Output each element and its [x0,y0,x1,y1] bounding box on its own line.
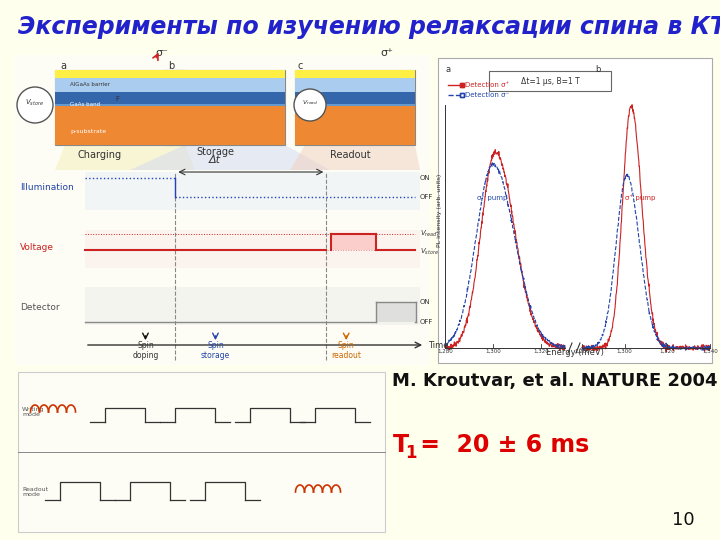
Bar [55,70,185,80]
Text: F: F [115,96,119,102]
Text: GaAs band: GaAs band [70,102,100,106]
Text: $V_{store}$: $V_{store}$ [25,98,45,108]
Text: AlGaAs barrier: AlGaAs barrier [70,83,110,87]
Text: =  20 ± 6 ms: = 20 ± 6 ms [413,434,590,457]
Text: a: a [60,61,66,71]
Text: OFF: OFF [420,194,433,200]
Text: p-substrate: p-substrate [70,130,106,134]
Circle shape [17,87,53,123]
Bar [55,104,185,107]
FancyBboxPatch shape [489,71,611,91]
Text: Readout
mode: Readout mode [22,487,48,497]
Bar [55,70,185,145]
Text: σ⁺: σ⁺ [380,48,393,58]
Text: $V_{read}$: $V_{read}$ [302,98,318,107]
Text: Spin
storage: Spin storage [201,341,230,360]
Text: b: b [168,61,174,71]
Text: Spin
readout: Spin readout [331,341,361,360]
Text: 1,340: 1,340 [702,349,718,354]
Bar [165,70,285,80]
Text: Writing
mode: Writing mode [22,407,45,417]
Text: 1,280: 1,280 [437,349,453,354]
Text: 1,320: 1,320 [533,349,549,354]
Text: 1: 1 [405,443,417,462]
Bar [295,92,415,105]
Bar [295,70,415,80]
Text: T: T [392,434,408,457]
Text: σ⁻ pump: σ⁻ pump [477,195,507,201]
Text: b: b [595,65,600,74]
Circle shape [294,89,326,121]
Bar [438,58,712,363]
Polygon shape [130,145,330,170]
Bar [55,106,185,145]
Text: Detection σ⁺: Detection σ⁺ [465,82,509,88]
Text: $V_{read}$: $V_{read}$ [420,229,438,239]
Bar [295,104,415,107]
Bar [18,372,385,532]
Bar [165,70,285,145]
Bar [85,172,420,210]
Text: c: c [298,61,303,71]
Bar [55,78,185,92]
Text: Readout: Readout [330,150,370,160]
Text: ON: ON [420,299,431,305]
Bar [85,287,420,325]
Bar [85,230,420,268]
Text: Energy (meV): Energy (meV) [546,348,604,357]
Text: 1,300: 1,300 [617,349,633,354]
Text: Time: Time [428,341,449,349]
Text: $V_{store}$: $V_{store}$ [420,247,439,257]
Text: Voltage: Voltage [20,244,54,253]
Text: a: a [445,65,450,74]
Text: PL intensity (arb. units): PL intensity (arb. units) [438,173,443,247]
Bar [295,78,415,92]
Text: Эксперименты по изучению релаксации спина в КТ: Эксперименты по изучению релаксации спин… [18,15,720,39]
Text: Spin
doping: Spin doping [132,341,158,360]
Bar [165,106,285,145]
Text: 10: 10 [672,511,695,529]
Bar [295,70,415,145]
Text: σ⁺ pump: σ⁺ pump [625,194,655,201]
Text: M. Kroutvar, et al. NATURE 2004: M. Kroutvar, et al. NATURE 2004 [392,372,718,390]
Polygon shape [290,145,420,170]
Text: Detection σ⁻: Detection σ⁻ [465,92,509,98]
Text: Storage: Storage [196,147,234,157]
Text: Δt: Δt [209,155,221,165]
Bar [165,104,285,107]
Bar [295,106,415,145]
Text: OFF: OFF [420,319,433,325]
Bar [165,78,285,92]
Polygon shape [55,145,195,170]
Text: 1,300: 1,300 [485,349,501,354]
Text: 1,280: 1,280 [574,349,590,354]
Bar [165,92,285,105]
Bar [331,234,376,250]
Text: σ⁻: σ⁻ [155,48,168,58]
Bar [55,92,185,105]
Text: Illumination: Illumination [20,184,73,192]
Bar [376,302,416,322]
Bar [15,55,430,365]
Text: ON: ON [420,175,431,181]
Text: Δt=1 μs, B=1 T: Δt=1 μs, B=1 T [521,77,580,85]
Text: Detector: Detector [20,302,60,312]
Text: Charging: Charging [78,150,122,160]
Text: 1,320: 1,320 [660,349,675,354]
